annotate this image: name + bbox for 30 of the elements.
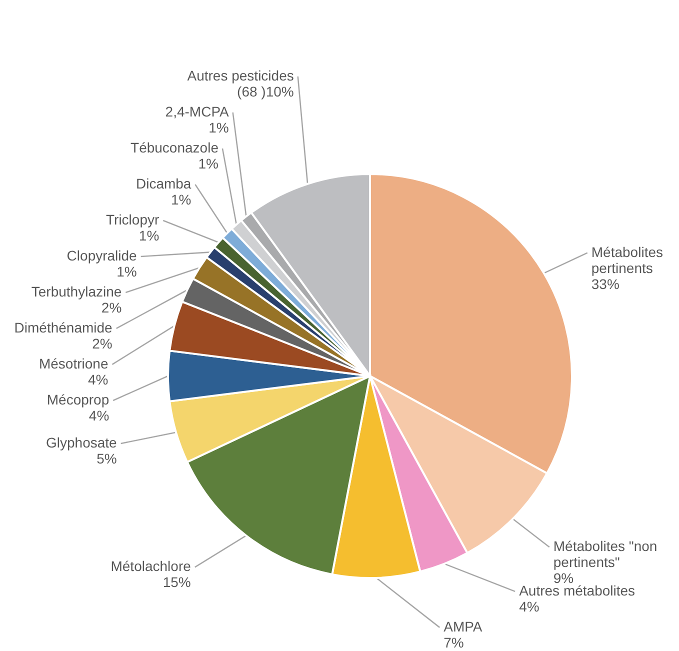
- slice-label: Clopyralide: [66, 247, 138, 264]
- data-label: 2%: [92, 335, 112, 352]
- data-label: 4%: [519, 598, 540, 614]
- data-label: 1%: [116, 263, 137, 280]
- data-label: 5%: [96, 450, 117, 467]
- slice-label: Terbuthylazine: [31, 283, 122, 300]
- slice-label: Tébuconazole: [130, 139, 219, 156]
- data-label: (68 )10%: [237, 83, 294, 100]
- data-label: 15%: [162, 574, 191, 590]
- data-label: 1%: [198, 155, 218, 172]
- data-label: 4%: [88, 407, 110, 424]
- slice-label: 2,4-MCPA: [165, 103, 230, 120]
- slice-label: Métabolites pertinents: [591, 244, 663, 276]
- data-label: 33%: [591, 276, 620, 292]
- data-label: 1%: [208, 119, 229, 136]
- slice-label: Autres pesticides: [187, 67, 294, 84]
- slice-label: Métabolites "non pertinents": [553, 538, 658, 570]
- data-label: 1%: [138, 227, 160, 244]
- slice-label: AMPA: [444, 618, 483, 634]
- slice-label: Métolachlore: [110, 558, 192, 574]
- data-label: 4%: [88, 371, 108, 388]
- slice-label: Mécoprop: [46, 391, 110, 408]
- slice-label: Diméthénamide: [14, 319, 113, 336]
- slice-label: Dicamba: [136, 175, 192, 192]
- data-label: 7%: [444, 634, 464, 650]
- data-label: 1%: [170, 191, 192, 208]
- slice-label: Triclopyr: [106, 211, 160, 228]
- data-label: 2%: [101, 299, 122, 316]
- slice-label: Glyphosate: [46, 434, 118, 451]
- slice-label: Mésotrione: [38, 355, 108, 372]
